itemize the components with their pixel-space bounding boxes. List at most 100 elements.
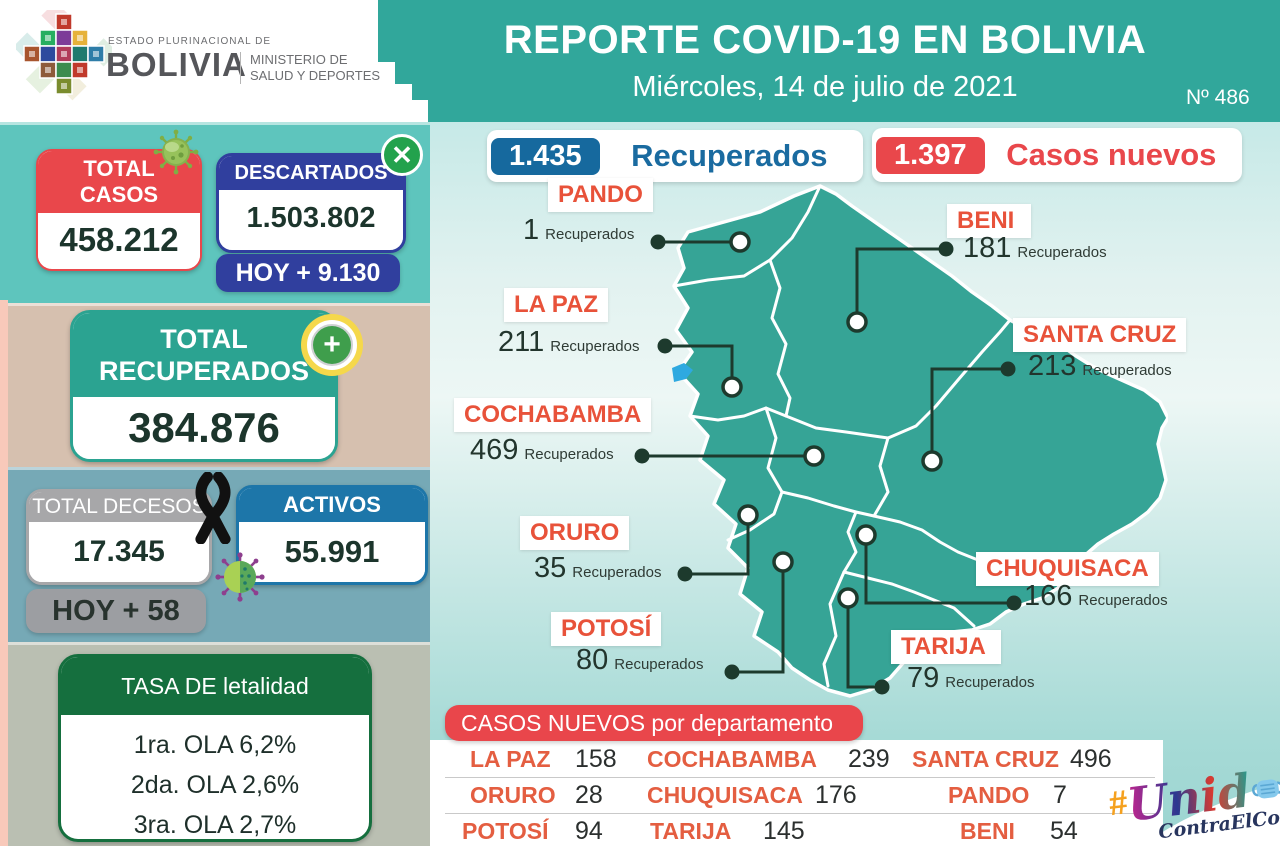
border-potosi-chuquisaca xyxy=(842,510,858,574)
dept-label-chuquisaca: CHUQUISACA xyxy=(976,552,1159,586)
table-dept-value: 94 xyxy=(575,817,603,845)
callout-connectors xyxy=(634,231,1022,695)
border-cochabamba-santacruz xyxy=(872,436,890,518)
table-dept-value: 496 xyxy=(1070,745,1112,773)
plus-icon: + xyxy=(301,314,363,376)
table-dept-name: BENI xyxy=(960,818,1015,844)
mourning-ribbon-icon xyxy=(195,472,231,544)
border-potosi-tarija xyxy=(822,570,846,688)
total-recuperados-card: TOTAL RECUPERADOS 384.876 xyxy=(70,310,338,462)
border-lapaz-oruro xyxy=(688,406,788,422)
total-decesos-value: 17.345 xyxy=(29,522,209,582)
report-date: Miércoles, 14 de julio de 2021 xyxy=(632,71,1018,103)
table-dept-name: SANTA CRUZ xyxy=(912,746,1059,772)
total-decesos-label: TOTAL DECESOS xyxy=(29,492,209,522)
table-dept-value: 7 xyxy=(1053,781,1067,809)
dept-label-potosi: POTOSÍ xyxy=(551,612,662,646)
tasa-letalidad-label: TASA DE letalidad xyxy=(61,657,369,715)
map-panel: 1.435 Recuperados 1.397 Casos nuevos xyxy=(430,122,1280,846)
table-dept-name: LA PAZ xyxy=(470,746,551,772)
total-casos-card: TOTAL CASOS 458.212 xyxy=(36,149,202,271)
border-chuquisaca-tarija xyxy=(842,570,976,628)
table-dept-value: 28 xyxy=(575,781,603,809)
table-dept-value: 176 xyxy=(815,781,857,809)
discarded-x-icon: ✕ xyxy=(381,134,423,176)
dept-value-cochabamba: 469 Recuperados xyxy=(470,434,614,466)
table-separator xyxy=(445,813,1155,814)
dept-label-beni: BENI xyxy=(947,204,1031,238)
virus-icon xyxy=(153,129,199,175)
dept-label-santacruz: SANTA CRUZ xyxy=(1013,318,1187,352)
casos-nuevos-total-label: Casos nuevos xyxy=(1006,137,1217,172)
recuperados-total-badge: 1.435 Recuperados xyxy=(487,130,863,182)
recuperados-total-label: Recuperados xyxy=(631,138,828,173)
border-beni-santacruz xyxy=(886,318,1012,440)
ola-3: 3ra. OLA 2,7% xyxy=(133,811,297,839)
table-dept-name: CHUQUISACA xyxy=(647,782,803,808)
border-beni-cochabamba xyxy=(784,414,890,440)
report-title: REPORTE COVID-19 EN BOLIVIA xyxy=(503,18,1147,62)
bolivia-emblem-icon xyxy=(16,10,112,101)
descartados-label: DESCARTADOS xyxy=(219,156,403,190)
bolivia-wordmark: BOLIVIA xyxy=(106,46,247,83)
table-dept-value: 239 xyxy=(848,745,890,773)
total-recuperados-label: TOTAL RECUPERADOS xyxy=(73,313,335,397)
logo-panel: ESTADO PLURINACIONAL DE BOLIVIA MINISTER… xyxy=(0,0,428,122)
table-dept-name: TARIJA xyxy=(650,818,732,844)
dept-value-tarija: 79 Recuperados xyxy=(907,662,1035,694)
estado-plurinacional-label: ESTADO PLURINACIONAL DE xyxy=(108,36,272,47)
ola-1: 1ra. OLA 6,2% xyxy=(133,731,297,759)
table-dept-name: ORURO xyxy=(470,782,556,808)
report-header: REPORTE COVID-19 EN BOLIVIA Miércoles, 1… xyxy=(430,18,1220,104)
report-number: Nº 486 xyxy=(1186,86,1250,109)
dept-label-lapaz: LA PAZ xyxy=(504,288,608,322)
descartados-card: DESCARTADOS 1.503.802 xyxy=(216,153,406,253)
recuperados-total-value: 1.435 xyxy=(491,137,600,175)
virus-icon-purple xyxy=(215,552,265,602)
table-dept-value: 145 xyxy=(763,817,805,845)
casos-nuevos-total-value: 1.397 xyxy=(876,136,985,174)
total-casos-value: 458.212 xyxy=(38,213,200,267)
left-accent-strip xyxy=(0,300,8,846)
descartados-hoy-badge: HOY + 9.130 xyxy=(216,254,400,292)
activos-card: ACTIVOS 55.991 xyxy=(236,485,428,585)
dept-value-beni: 181 Recuperados xyxy=(963,232,1107,264)
tasa-letalidad-values: 1ra. OLA 6,2% 2da. OLA 2,6% 3ra. OLA 2,7… xyxy=(61,715,369,839)
tasa-letalidad-card: TASA DE letalidad 1ra. OLA 6,2% 2da. OLA… xyxy=(58,654,372,842)
casos-nuevos-table-title: CASOS NUEVOS por departamento xyxy=(445,705,863,741)
dept-value-santacruz: 213 Recuperados xyxy=(1028,350,1172,382)
ola-2: 2da. OLA 2,6% xyxy=(130,771,300,799)
total-decesos-card: TOTAL DECESOS 17.345 xyxy=(26,489,212,585)
activos-value: 55.991 xyxy=(239,522,425,582)
border-oruro-cochabamba xyxy=(764,406,784,494)
border-oruro-potosi xyxy=(726,490,784,542)
dept-label-cochabamba: COCHABAMBA xyxy=(454,398,652,432)
table-dept-value: 54 xyxy=(1050,817,1078,845)
dept-label-pando: PANDO xyxy=(548,178,653,212)
table-dept-name: POTOSÍ xyxy=(462,818,549,844)
casos-nuevos-total-badge: 1.397 Casos nuevos xyxy=(872,128,1242,182)
casos-nuevos-table: LA PAZ 158 COCHABAMBA 239 SANTA CRUZ 496… xyxy=(430,740,1163,846)
dept-label-oruro: ORURO xyxy=(520,516,630,550)
table-dept-name: PANDO xyxy=(948,782,1030,808)
ministerio-label: MINISTERIO DE SALUD Y DEPORTES xyxy=(250,52,381,83)
dept-value-lapaz: 211 Recuperados xyxy=(498,326,640,358)
decesos-hoy-badge: HOY + 58 xyxy=(26,589,206,633)
descartados-value: 1.503.802 xyxy=(219,190,403,247)
border-lapaz-beni xyxy=(768,258,792,418)
dept-value-chuquisaca: 166 Recuperados xyxy=(1024,580,1168,612)
unidos-logo: #Unids xyxy=(1105,756,1280,834)
face-mask-icon xyxy=(1252,779,1280,799)
logo-divider xyxy=(240,52,241,84)
dept-value-pando: 1 Recuperados xyxy=(523,214,635,246)
table-dept-value: 158 xyxy=(575,745,617,773)
dept-value-potosi: 80 Recuperados xyxy=(576,644,704,676)
table-separator xyxy=(445,777,1155,778)
lake-titicaca xyxy=(672,363,693,382)
activos-label: ACTIVOS xyxy=(239,488,425,522)
dept-value-oruro: 35 Recuperados xyxy=(534,552,662,584)
total-recuperados-value: 384.876 xyxy=(73,397,335,459)
dept-label-tarija: TARIJA xyxy=(891,630,1001,664)
table-dept-name: COCHABAMBA xyxy=(647,746,817,772)
